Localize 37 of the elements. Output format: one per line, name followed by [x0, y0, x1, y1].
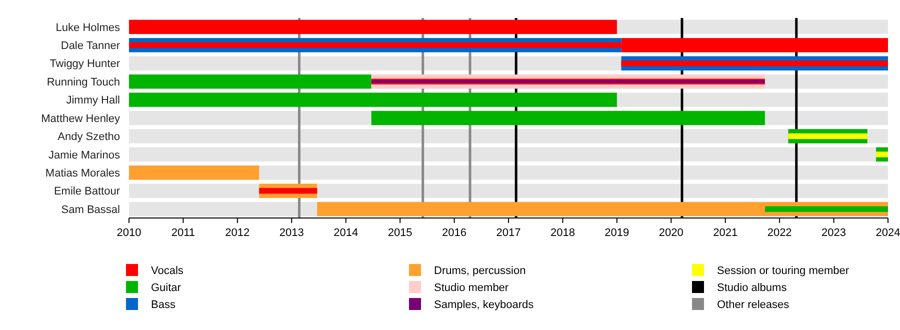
y-tick-label: Jimmy Hall [66, 94, 120, 107]
legend-label: Session or touring member [717, 264, 850, 277]
y-tick-label: Matias Morales [45, 167, 120, 180]
y-tick-label: Running Touch [46, 76, 120, 88]
x-tick-label: 2015 [388, 227, 412, 239]
legend-label: Guitar [151, 282, 182, 294]
legend-label: Bass [151, 298, 176, 311]
y-tick-label: Luke Holmes [56, 22, 120, 34]
x-tick-label: 2020 [658, 227, 684, 239]
legend-label: Other releases [717, 298, 790, 311]
x-tick-label: 2016 [442, 227, 467, 239]
y-tick-label: Andy Szetho [58, 131, 120, 144]
legend-label: Vocals [151, 264, 184, 277]
x-tick-label: 2019 [604, 227, 630, 239]
x-tick-label: 2013 [279, 227, 304, 239]
bar [764, 206, 888, 212]
x-tick-label: 2023 [822, 227, 846, 239]
y-tick-label: Emile Battour [54, 186, 120, 198]
legend-label: Samples, keyboards [434, 298, 534, 311]
x-tick-label: 2017 [496, 227, 521, 239]
x-tick-label: 2021 [713, 227, 738, 239]
x-tick-label: 2022 [767, 227, 792, 239]
x-tick-label: 2014 [334, 227, 358, 239]
y-tick-label: Sam Bassal [61, 204, 120, 216]
legend-label: Drums, percussion [434, 264, 526, 277]
bar [129, 74, 372, 89]
y-tick-label: Jamie Marinos [48, 149, 120, 162]
y-tick-label: Twiggy Hunter [50, 58, 120, 70]
legend-label: Studio albums [717, 282, 788, 294]
y-tick-label: Matthew Henley [41, 112, 120, 125]
x-tick-label: 2018 [550, 227, 575, 239]
x-tick-label: 2012 [225, 227, 250, 239]
x-tick-label: 2024 [876, 227, 900, 239]
x-tick-label: 2010 [116, 227, 142, 239]
x-tick-label: 2011 [171, 227, 196, 239]
y-tick-label: Dale Tanner [60, 40, 120, 52]
legend-label: Studio member [434, 282, 509, 294]
